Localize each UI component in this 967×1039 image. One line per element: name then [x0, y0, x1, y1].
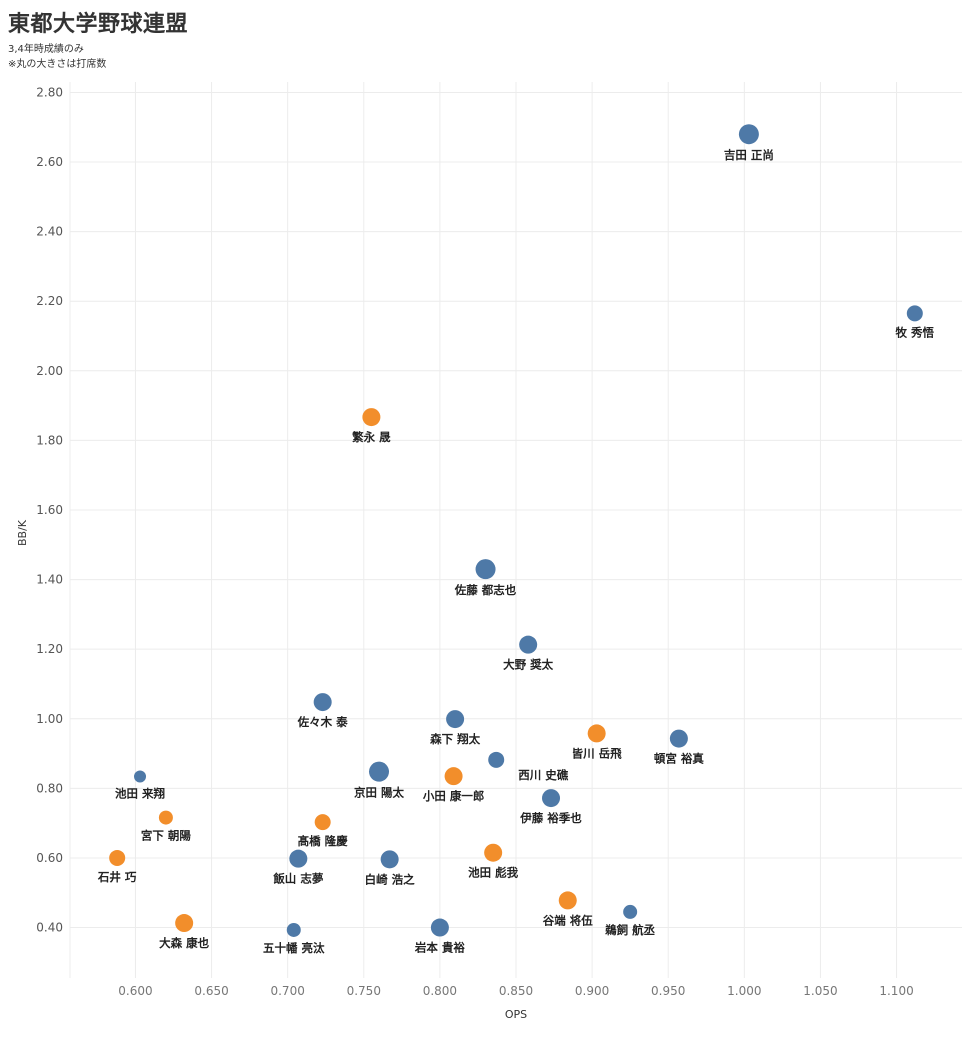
data-point[interactable]	[587, 724, 606, 743]
y-tick-label: 2.60	[36, 155, 63, 169]
data-point[interactable]	[430, 918, 449, 937]
y-tick-label: 1.40	[36, 573, 63, 587]
data-point-label: 森下 翔太	[430, 732, 481, 746]
data-point[interactable]	[362, 408, 381, 427]
data-point-label: 小田 康一郎	[422, 789, 485, 803]
data-point[interactable]	[446, 710, 465, 729]
y-tick-label: 2.00	[36, 364, 63, 378]
x-tick-label: 0.600	[118, 984, 152, 998]
data-point[interactable]	[175, 914, 194, 933]
x-tick-label: 0.800	[423, 984, 457, 998]
data-point[interactable]	[475, 559, 496, 580]
chart-header: 東都大学野球連盟 3,4年時成績のみ ※丸の大きさは打席数	[8, 10, 188, 72]
data-point-label: 皆川 岳飛	[572, 746, 623, 760]
data-point-label: 西川 史礁	[518, 768, 569, 782]
y-tick-label: 1.00	[36, 712, 63, 726]
data-point[interactable]	[286, 922, 301, 937]
chart-title: 東都大学野球連盟	[8, 12, 189, 37]
data-point-label: 繁永 晟	[351, 430, 391, 444]
data-point[interactable]	[380, 850, 399, 869]
y-tick-label: 1.60	[36, 503, 63, 517]
data-point[interactable]	[623, 904, 638, 919]
data-point[interactable]	[488, 751, 505, 768]
data-point[interactable]	[109, 849, 126, 866]
y-tick-label: 1.20	[36, 642, 63, 656]
data-point-label: 頓宮 裕真	[654, 752, 705, 766]
x-tick-label: 0.850	[499, 984, 533, 998]
data-point-label: 谷端 将伍	[543, 913, 594, 927]
data-point-label: 佐藤 都志也	[454, 583, 517, 597]
data-point[interactable]	[669, 729, 688, 748]
data-point[interactable]	[313, 693, 332, 712]
data-point[interactable]	[542, 789, 561, 808]
x-tick-label: 1.050	[803, 984, 837, 998]
data-point[interactable]	[519, 635, 538, 654]
data-point[interactable]	[289, 849, 308, 868]
data-point[interactable]	[484, 843, 503, 862]
data-point-label: 牧 秀悟	[896, 325, 935, 339]
x-tick-label: 0.650	[194, 984, 228, 998]
data-point-label: 大野 奨太	[503, 658, 554, 672]
data-point[interactable]	[738, 124, 759, 145]
data-point-label: 五十幡 亮汰	[263, 941, 325, 955]
x-axis-ticks: 0.600 0.650 0.700 0.750 0.800 0.850 0.900 0.950…	[118, 984, 913, 998]
x-axis-title: OPS	[505, 1008, 527, 1021]
y-tick-label: 0.60	[36, 851, 63, 865]
y-tick-label: 2.40	[36, 225, 63, 239]
data-point[interactable]	[369, 761, 390, 782]
data-point[interactable]	[314, 814, 331, 831]
chart-subtitle-line2: ※丸の大きさは打席数	[8, 59, 107, 70]
data-point-label: 伊藤 裕季也	[519, 811, 582, 825]
x-tick-label: 0.700	[270, 984, 304, 998]
x-tick-label: 0.750	[347, 984, 381, 998]
data-point-label: 白崎 浩之	[365, 872, 416, 886]
data-point-label: 佐々木 泰	[297, 715, 349, 729]
x-tick-label: 1.000	[727, 984, 761, 998]
y-tick-label: 2.20	[36, 294, 63, 308]
data-point[interactable]	[558, 891, 577, 910]
data-point[interactable]	[134, 770, 147, 783]
x-tick-label: 0.900	[575, 984, 609, 998]
data-point-label: 岩本 貴裕	[414, 941, 466, 955]
data-point[interactable]	[906, 305, 923, 322]
data-point-label: 石井 巧	[97, 870, 137, 884]
data-points	[109, 124, 923, 937]
data-point-label: 京田 陽太	[354, 786, 405, 800]
data-point-label: 髙橋 隆慶	[298, 834, 349, 848]
y-tick-label: 2.80	[36, 85, 63, 99]
y-axis-ticks: 0.40 0.60 0.80 1.00 1.20 1.40 1.60 1.80 2.00 2.20…	[36, 85, 63, 934]
data-point[interactable]	[158, 810, 173, 825]
data-point-label: 吉田 正尚	[724, 148, 774, 162]
x-tick-label: 0.950	[651, 984, 685, 998]
data-point-label: 大森 康也	[159, 936, 210, 950]
y-tick-label: 1.80	[36, 433, 63, 447]
data-point-label: 宮下 朝陽	[141, 829, 192, 843]
data-point-label: 鵜飼 航丞	[604, 923, 656, 937]
data-point-label: 池田 来翔	[115, 787, 165, 801]
data-point-label: 飯山 志夢	[272, 872, 324, 886]
x-tick-label: 1.100	[879, 984, 913, 998]
data-point-label: 池田 彪我	[468, 866, 519, 880]
y-tick-label: 0.80	[36, 781, 63, 795]
y-tick-label: 0.40	[36, 921, 63, 935]
grid-lines	[69, 82, 962, 978]
y-axis-title: BB/K	[16, 519, 29, 546]
data-point[interactable]	[444, 767, 463, 786]
chart-subtitle-line1: 3,4年時成績のみ	[8, 44, 84, 55]
